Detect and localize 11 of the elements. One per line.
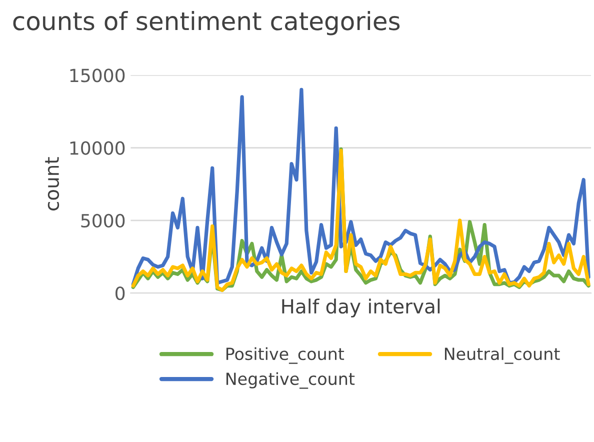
legend-label: Positive_count	[226, 347, 344, 364]
chart-title: counts of sentiment categories	[13, 11, 400, 36]
y-tick-label: 15000	[70, 68, 125, 82]
y-tick-label: 5000	[81, 214, 125, 228]
x-axis-title: Half day interval	[282, 298, 440, 318]
legend-label: Neutral_count	[444, 347, 560, 364]
y-tick-label: 10000	[70, 141, 125, 155]
legend-label: Negative_count	[226, 372, 355, 389]
y-axis-title: count	[45, 157, 60, 210]
line-series	[131, 88, 590, 286]
y-tick-label: 0	[116, 286, 125, 300]
